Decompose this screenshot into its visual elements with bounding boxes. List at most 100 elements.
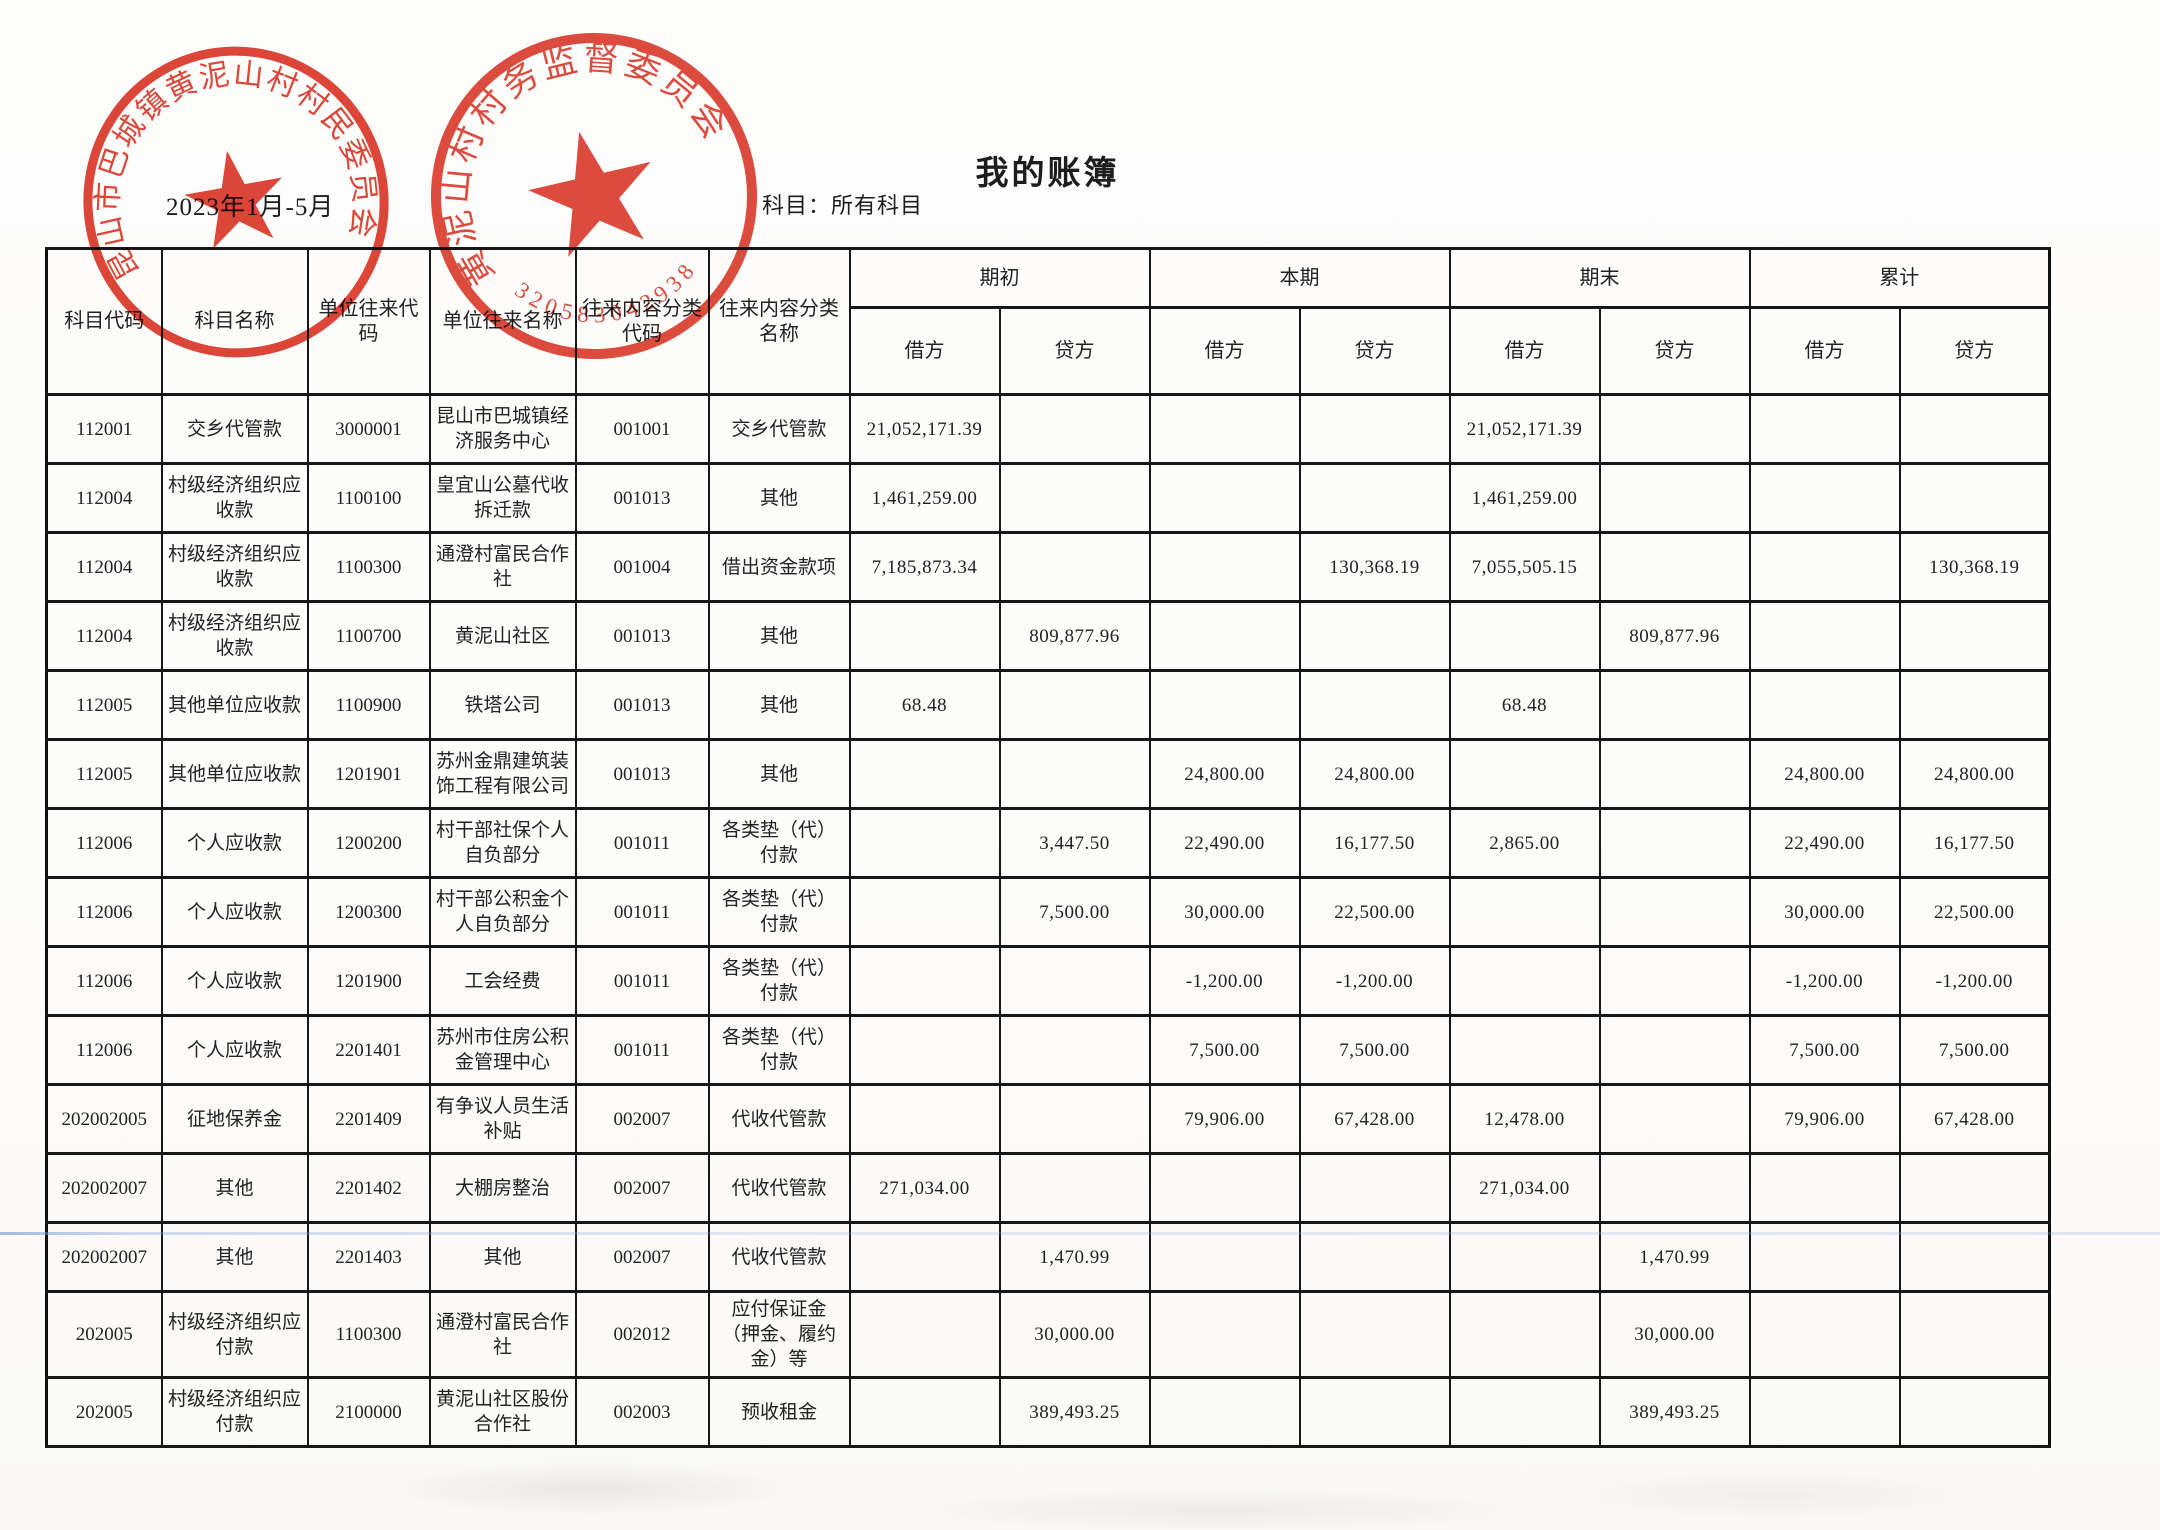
cell-subject-name: 其他单位应收款 <box>160 738 309 810</box>
cell-subject-name: 个人应收款 <box>160 1014 309 1086</box>
cell-amount-current-debit <box>1148 1290 1301 1379</box>
cell-amount-opening-credit: 3,447.50 <box>998 807 1151 879</box>
scan-smudge <box>900 1488 1540 1530</box>
cell-amount-opening-debit: 68.48 <box>848 669 1001 741</box>
period-label: 2023年1月-5月 <box>166 194 335 221</box>
cell-amount-closing-debit <box>1448 600 1601 672</box>
cell-amount-cumulative-debit <box>1748 1152 1901 1224</box>
page-title: 我的账簿 <box>975 156 1120 192</box>
cell-subject-name: 个人应收款 <box>160 945 309 1017</box>
cell-subject-code: 112005 <box>45 738 163 810</box>
cell-amount-opening-credit <box>998 1083 1151 1155</box>
cell-amount-opening-credit <box>998 1152 1151 1224</box>
table-body: 112001 交乡代管款 3000001 昆山市巴城镇经济服务中心 001001 交乡代管… <box>45 393 2051 1448</box>
cell-subject-code: 112004 <box>45 600 163 672</box>
cell-amount-cumulative-debit <box>1748 462 1901 534</box>
table-row: 112004 村级经济组织应收款 1100300 通澄村富民合作社 001004 借出资金… <box>45 531 2051 603</box>
cell-unit-code: 1100700 <box>306 600 431 672</box>
cell-amount-opening-credit <box>998 669 1151 741</box>
cell-amount-opening-credit: 809,877.96 <box>998 600 1151 672</box>
cell-amount-closing-credit: 809,877.96 <box>1598 600 1751 672</box>
cell-amount-opening-credit: 389,493.25 <box>998 1376 1151 1448</box>
cell-unit-name: 铁塔公司 <box>428 669 577 741</box>
cell-amount-closing-credit <box>1598 393 1751 465</box>
cell-amount-closing-credit <box>1598 876 1751 948</box>
cell-amount-closing-debit: 7,055,505.15 <box>1448 531 1601 603</box>
cell-unit-code: 1200200 <box>306 807 431 879</box>
cell-class-code: 001013 <box>574 669 710 741</box>
cell-unit-code: 1200300 <box>306 876 431 948</box>
cell-amount-current-debit <box>1148 462 1301 534</box>
cell-amount-cumulative-credit: -1,200.00 <box>1898 945 2051 1017</box>
cell-amount-opening-debit <box>848 600 1001 672</box>
cell-amount-cumulative-debit <box>1748 393 1901 465</box>
cell-class-name: 预收租金 <box>707 1376 851 1448</box>
cell-subject-name: 个人应收款 <box>160 807 309 879</box>
cell-amount-opening-debit <box>848 945 1001 1017</box>
cell-amount-cumulative-debit <box>1748 600 1901 672</box>
cell-unit-name: 黄泥山社区股份合作社 <box>428 1376 577 1448</box>
table-row: 202002005 征地保养金 2201409 有争议人员生活补贴 002007 代收代管… <box>45 1083 2051 1155</box>
cell-amount-opening-debit <box>848 1014 1001 1086</box>
cell-amount-cumulative-credit <box>1898 1290 2051 1379</box>
cell-amount-opening-credit <box>998 1014 1151 1086</box>
cell-unit-code: 1100100 <box>306 462 431 534</box>
cell-amount-current-debit: -1,200.00 <box>1148 945 1301 1017</box>
cell-amount-closing-credit <box>1598 945 1751 1017</box>
cell-amount-cumulative-credit: 7,500.00 <box>1898 1014 2051 1086</box>
cell-class-code: 001011 <box>574 1014 710 1086</box>
cell-class-code: 001013 <box>574 600 710 672</box>
cell-unit-name: 大棚房整治 <box>428 1152 577 1224</box>
col-header-unit-name: 单位往来名称 <box>428 247 577 396</box>
cell-unit-code: 2100000 <box>306 1376 431 1448</box>
cell-amount-opening-credit <box>998 531 1151 603</box>
cell-amount-closing-debit <box>1448 1376 1601 1448</box>
cell-amount-cumulative-credit <box>1898 1152 2051 1224</box>
table-row: 112004 村级经济组织应收款 1100700 黄泥山社区 001013 其他 809,8… <box>45 600 2051 672</box>
cell-amount-current-credit: 16,177.50 <box>1298 807 1451 879</box>
cell-amount-opening-debit: 271,034.00 <box>848 1152 1001 1224</box>
cell-amount-opening-credit: 7,500.00 <box>998 876 1151 948</box>
table-row: 112006 个人应收款 1200300 村干部公积金个人自负部分 001011 各类垫（… <box>45 876 2051 948</box>
cell-amount-cumulative-credit: 130,368.19 <box>1898 531 2051 603</box>
cell-unit-name: 通澄村富民合作社 <box>428 531 577 603</box>
cell-subject-code: 112001 <box>45 393 163 465</box>
cell-amount-current-debit <box>1148 531 1301 603</box>
cell-amount-current-debit: 24,800.00 <box>1148 738 1301 810</box>
cell-amount-current-debit <box>1148 600 1301 672</box>
sub-header-cumulative-credit: 贷方 <box>1898 306 2051 396</box>
cell-subject-code: 202002007 <box>45 1152 163 1224</box>
header-row-debit-credit: 借方 贷方 借方 贷方 借方 贷方 借方 贷方 <box>47 306 2051 396</box>
cell-class-name: 应付保证金（押金、履约金）等 <box>707 1290 851 1379</box>
cell-amount-current-credit: 7,500.00 <box>1298 1014 1451 1086</box>
cell-unit-name: 苏州金鼎建筑装饰工程有限公司 <box>428 738 577 810</box>
table-row: 112006 个人应收款 2201401 苏州市住房公积金管理中心 001011 各类垫（… <box>45 1014 2051 1086</box>
table-row: 112006 个人应收款 1201900 工会经费 001011 各类垫（代）付款 -1,2… <box>45 945 2051 1017</box>
cell-subject-code: 112006 <box>45 876 163 948</box>
cell-class-name: 各类垫（代）付款 <box>707 945 851 1017</box>
cell-subject-code: 112006 <box>45 945 163 1017</box>
cell-amount-current-debit <box>1148 1376 1301 1448</box>
cell-amount-opening-debit <box>848 1376 1001 1448</box>
cell-amount-opening-credit: 30,000.00 <box>998 1290 1151 1379</box>
cell-subject-name: 交乡代管款 <box>160 393 309 465</box>
cell-unit-code: 2201402 <box>306 1152 431 1224</box>
cell-amount-closing-debit: 68.48 <box>1448 669 1601 741</box>
col-header-unit-code: 单位往来代码 <box>306 247 431 396</box>
cell-class-name: 各类垫（代）付款 <box>707 807 851 879</box>
cell-amount-current-credit <box>1298 1376 1451 1448</box>
cell-amount-current-debit: 22,490.00 <box>1148 807 1301 879</box>
cell-class-name: 交乡代管款 <box>707 393 851 465</box>
cell-amount-cumulative-credit: 24,800.00 <box>1898 738 2051 810</box>
cell-class-name: 各类垫（代）付款 <box>707 1014 851 1086</box>
cell-unit-name: 村干部社保个人自负部分 <box>428 807 577 879</box>
cell-class-name: 代收代管款 <box>707 1083 851 1155</box>
col-header-subject-code: 科目代码 <box>45 247 163 396</box>
cell-amount-closing-credit: 30,000.00 <box>1598 1290 1751 1379</box>
cell-amount-opening-credit <box>998 462 1151 534</box>
cell-subject-name: 个人应收款 <box>160 876 309 948</box>
cell-amount-cumulative-debit <box>1748 531 1901 603</box>
ledger-table: 科目代码 科目名称 单位往来代码 单位往来名称 往来内容分类代码 往来内容分类名… <box>45 247 2051 1448</box>
cell-amount-current-debit: 7,500.00 <box>1148 1014 1301 1086</box>
